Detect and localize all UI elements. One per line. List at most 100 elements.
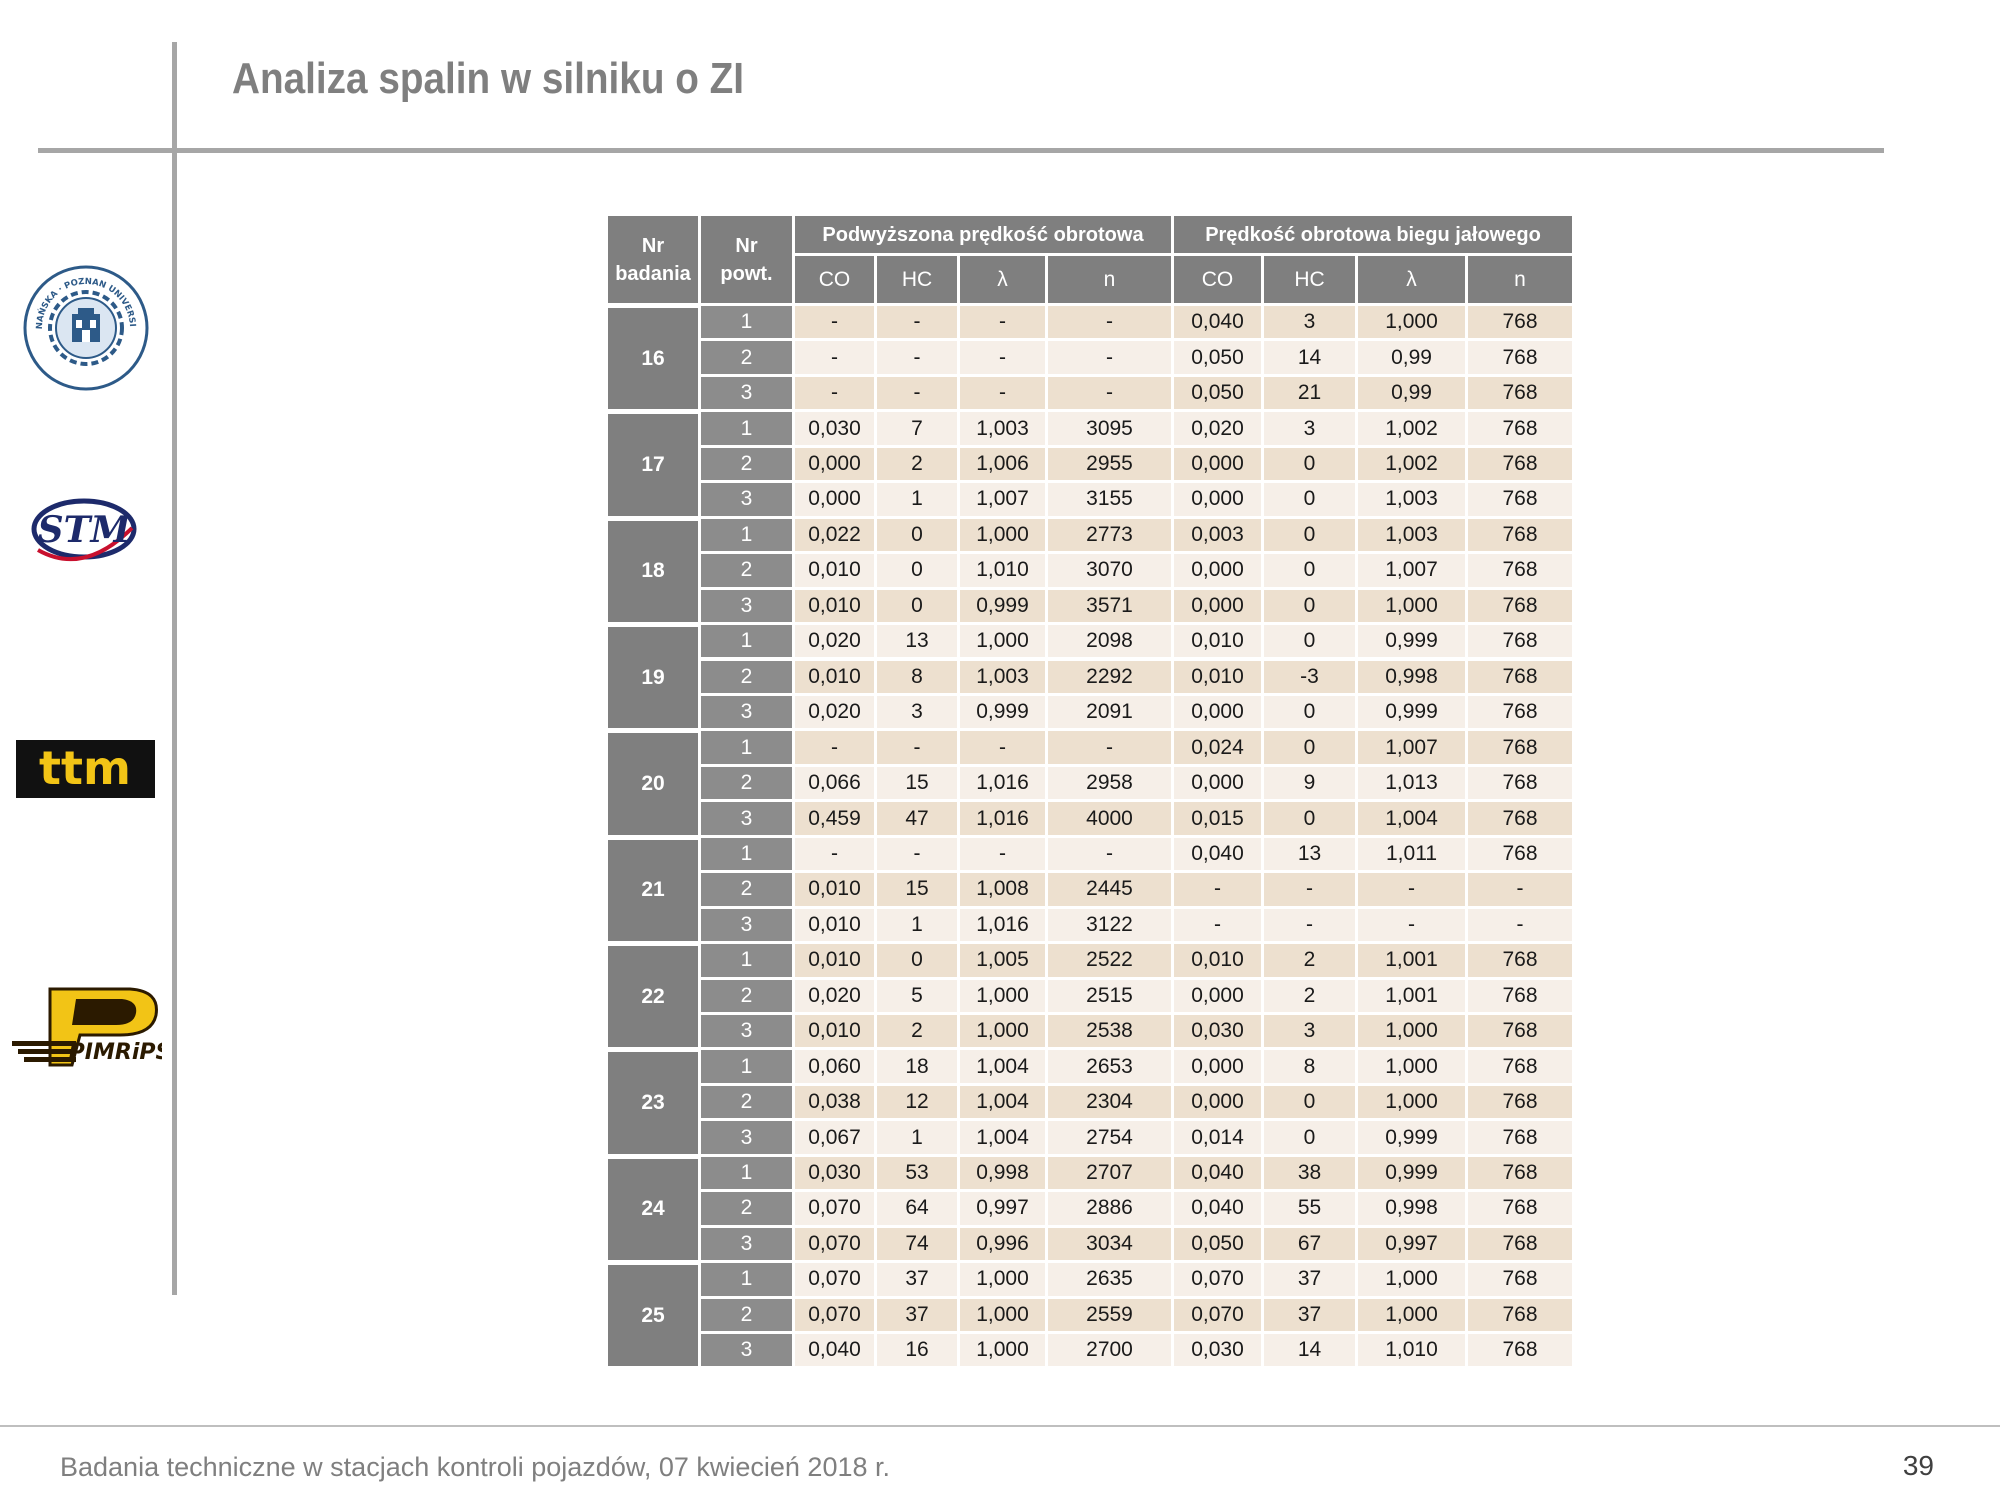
header-col-high-hc: HC [877,256,957,303]
table-cell: 1,006 [960,447,1045,481]
table-cell: 0,038 [795,1085,874,1119]
table-cell: 0,020 [795,625,874,658]
table-cell: 1,010 [960,554,1045,587]
table-cell: 0,999 [1358,1121,1465,1154]
table-cell: 768 [1468,554,1572,587]
table-cell: - [877,376,957,410]
table-cell: - [795,837,874,871]
table-cell: 0,015 [1174,802,1261,835]
table-cell: 3 [877,695,957,729]
row-repeat-number: 2 [701,873,792,906]
row-repeat-number: 3 [701,695,792,729]
table-cell: 0,014 [1174,1121,1261,1154]
table-cell: 1,003 [1358,483,1465,516]
svg-text:PIMRiPS: PIMRiPS [69,1040,162,1065]
table-cell: 8 [1264,1050,1355,1083]
table-cell: 1,000 [1358,1298,1465,1332]
row-repeat-number: 2 [701,1192,792,1225]
table-cell: 0,030 [795,412,874,445]
table-cell: 0,020 [1174,412,1261,445]
table-cell: 0,010 [1174,625,1261,658]
table-cell: 0,024 [1174,731,1261,764]
group-label-25: 25 [608,1265,698,1367]
table-cell: 1,005 [960,944,1045,977]
table-cell: 768 [1468,1334,1572,1367]
table-cell: 2304 [1048,1085,1171,1119]
table-cell: 0,999 [1358,695,1465,729]
table-cell: 0 [877,944,957,977]
table-cell: 768 [1468,483,1572,516]
table-cell: 768 [1468,1121,1572,1154]
table-cell: 1,016 [960,766,1045,800]
page-number: 39 [1902,1450,1934,1481]
table-cell: 0,010 [795,873,874,906]
table-cell: 0,000 [1174,447,1261,481]
table-cell: - [795,306,874,339]
table-cell: 0 [877,589,957,623]
table-cell: 1,000 [960,518,1045,552]
row-repeat-number: 2 [701,766,792,800]
table-cell: 0,040 [1174,1156,1261,1190]
header-nr-badania: Nr badania [608,216,698,303]
header-col-high-co: CO [795,256,874,303]
table-cell: 2 [1264,944,1355,977]
row-repeat-number: 3 [701,1334,792,1367]
table-cell: 0,459 [795,802,874,835]
table-cell: - [960,376,1045,410]
header-group-podwyzszona: Podwyższona prędkość obrotowa [795,216,1171,253]
table-cell: - [877,306,957,339]
table-cell: 768 [1468,1298,1572,1332]
table-cell: 12 [877,1085,957,1119]
header-col-idle-n: n [1468,256,1572,303]
table-cell: 1,001 [1358,944,1465,977]
table-cell: 3070 [1048,554,1171,587]
table-cell: 0,060 [795,1050,874,1083]
table-cell: 768 [1468,837,1572,871]
header-col-high-lambda: λ [960,256,1045,303]
table-cell: 15 [877,766,957,800]
table-cell: 1,000 [960,625,1045,658]
row-repeat-number: 3 [701,1015,792,1048]
table-cell: - [960,306,1045,339]
table-cell: 768 [1468,802,1572,835]
table-cell: 0 [877,518,957,552]
table-cell: 3571 [1048,589,1171,623]
table-cell: 0,070 [795,1227,874,1261]
table-cell: 0,000 [795,483,874,516]
table-cell: - [1048,376,1171,410]
table-cell: 1,001 [1358,979,1465,1012]
table-cell: 0 [1264,802,1355,835]
group-label-20: 20 [608,733,698,835]
table-cell: - [960,731,1045,764]
table-cell: 74 [877,1227,957,1261]
table-cell: 0,010 [1174,944,1261,977]
row-repeat-number: 2 [701,447,792,481]
table-cell: 2098 [1048,625,1171,658]
row-repeat-number: 3 [701,376,792,410]
table-cell: - [877,731,957,764]
table-cell: 0,99 [1358,341,1465,374]
table-cell: 1,000 [960,1298,1045,1332]
table-cell: 768 [1468,589,1572,623]
row-repeat-number: 1 [701,731,792,764]
table-cell: 0,010 [795,554,874,587]
table-cell: 67 [1264,1227,1355,1261]
table-cell: 0 [1264,554,1355,587]
table-cell: 0,070 [1174,1298,1261,1332]
table-cell: 0,997 [1358,1227,1465,1261]
table-cell: 21 [1264,376,1355,410]
table-cell: 3122 [1048,908,1171,942]
table-cell: - [1048,306,1171,339]
group-label-16: 16 [608,308,698,410]
table-cell: 2886 [1048,1192,1171,1225]
exhaust-analysis-table: Nr badania Nr powt. Podwyższona prędkość o… [606,214,1573,1367]
vertical-divider [172,42,177,1295]
table-cell: 2754 [1048,1121,1171,1154]
group-label-18: 18 [608,520,698,623]
row-repeat-number: 1 [701,518,792,552]
table-cell: 1,007 [1358,554,1465,587]
table-cell: 0,020 [795,695,874,729]
table-cell: 768 [1468,1227,1572,1261]
pimrips-logo: PIMRiPS [10,985,171,1071]
row-repeat-number: 1 [701,944,792,977]
